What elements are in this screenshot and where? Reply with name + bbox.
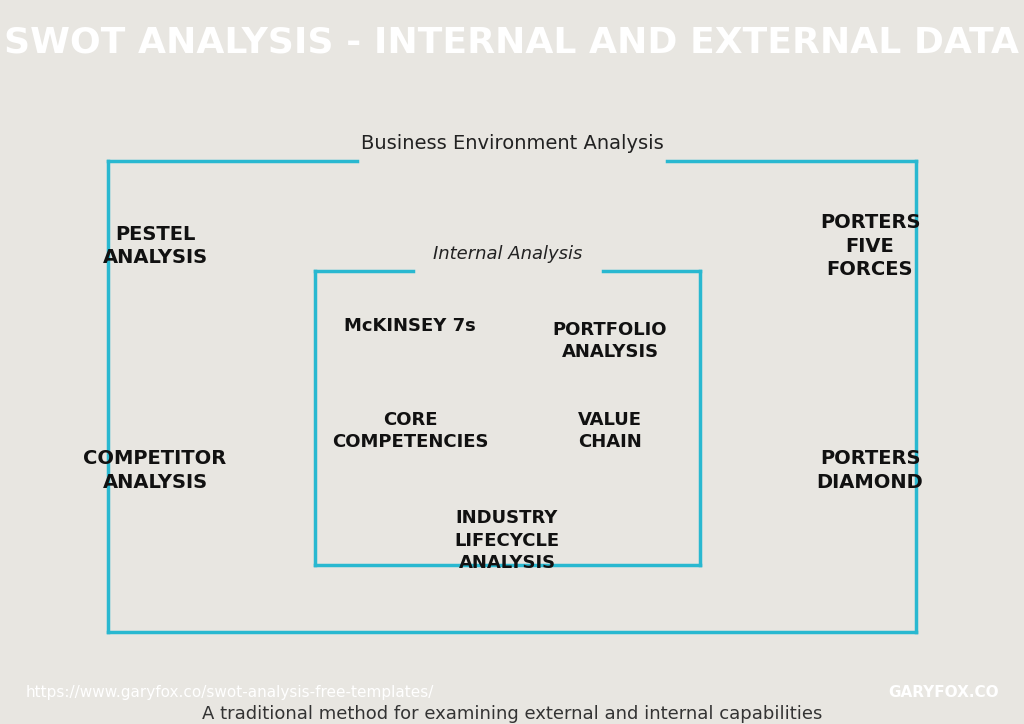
Text: McKINSEY 7s: McKINSEY 7s — [344, 317, 476, 335]
Text: PORTERS
DIAMOND: PORTERS DIAMOND — [816, 450, 924, 492]
Text: INDUSTRY
LIFECYCLE
ANALYSIS: INDUSTRY LIFECYCLE ANALYSIS — [455, 509, 559, 572]
Text: CORE
COMPETENCIES: CORE COMPETENCIES — [332, 411, 488, 451]
Text: PORTERS
FIVE
FORCES: PORTERS FIVE FORCES — [820, 213, 921, 279]
Text: A traditional method for examining external and internal capabilities
involves p: A traditional method for examining exter… — [202, 705, 822, 724]
Text: SWOT ANALYSIS - INTERNAL AND EXTERNAL DATA: SWOT ANALYSIS - INTERNAL AND EXTERNAL DA… — [4, 26, 1020, 59]
Text: GARYFOX.CO: GARYFOX.CO — [888, 685, 998, 699]
Text: VALUE
CHAIN: VALUE CHAIN — [578, 411, 642, 451]
Text: https://www.garyfox.co/swot-analysis-free-templates/: https://www.garyfox.co/swot-analysis-fre… — [26, 685, 434, 699]
Text: Internal Analysis: Internal Analysis — [433, 245, 583, 263]
Text: COMPETITOR
ANALYSIS: COMPETITOR ANALYSIS — [83, 450, 226, 492]
Text: Business Environment Analysis: Business Environment Analysis — [360, 134, 664, 153]
Text: PORTFOLIO
ANALYSIS: PORTFOLIO ANALYSIS — [553, 321, 668, 361]
Text: PESTEL
ANALYSIS: PESTEL ANALYSIS — [102, 225, 208, 267]
